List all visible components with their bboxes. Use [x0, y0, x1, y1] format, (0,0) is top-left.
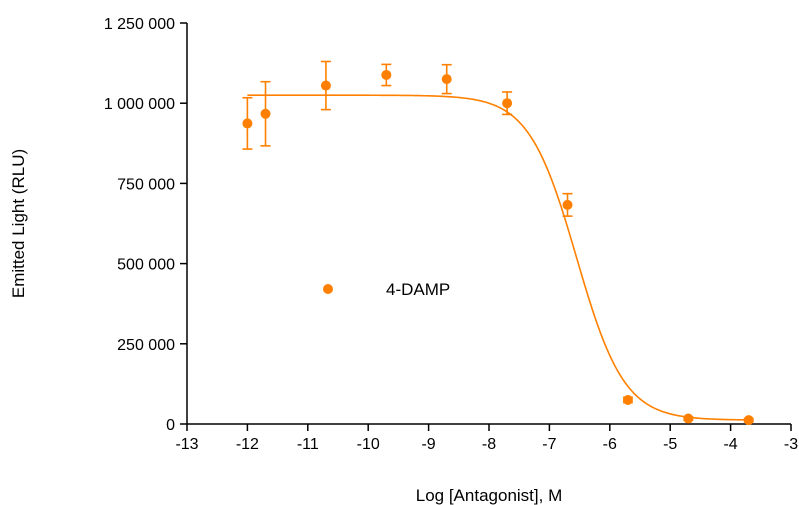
- x-tick-label: -3: [784, 436, 798, 453]
- data-point: [242, 96, 253, 150]
- point-marker: [260, 108, 271, 119]
- points-layer: [242, 60, 754, 426]
- legend-label: 4-DAMP: [386, 280, 450, 299]
- x-tick-label: -10: [357, 436, 380, 453]
- point-marker: [441, 74, 452, 85]
- x-tick-label: -4: [723, 436, 737, 453]
- legend-marker: [323, 284, 333, 294]
- x-ticks: -13 -12 -11 -10 -9 -8 -7 -6 -5 -4 -3: [175, 424, 798, 453]
- point-marker: [320, 80, 331, 91]
- y-tick-label: 250 000: [117, 337, 175, 354]
- data-point: [502, 91, 513, 116]
- x-tick-label: -7: [542, 436, 556, 453]
- data-point: [743, 415, 754, 426]
- x-tick-label: -5: [663, 436, 677, 453]
- data-point: [320, 60, 331, 111]
- x-tick-label: -9: [421, 436, 435, 453]
- y-tick-label: 1 250 000: [104, 16, 175, 33]
- y-tick-label: 1 000 000: [104, 96, 175, 113]
- legend: 4-DAMP: [323, 280, 450, 299]
- x-tick-label: -8: [482, 436, 496, 453]
- fit-layer: [247, 94, 749, 421]
- y-ticks: 0 250 000 500 000 750 000 1 000 000 1 250 000: [104, 16, 187, 434]
- point-marker: [242, 118, 253, 129]
- point-marker: [381, 69, 392, 80]
- x-tick-label: -12: [236, 436, 259, 453]
- y-tick-label: 0: [166, 417, 175, 434]
- x-tick-label: -13: [175, 436, 198, 453]
- axes: -13 -12 -11 -10 -9 -8 -7 -6 -5 -4 -3 0 250 000 500 0…: [104, 16, 798, 453]
- x-tick-label: -11: [297, 436, 319, 453]
- y-tick-label: 500 000: [117, 257, 175, 274]
- y-tick-label: 750 000: [117, 176, 175, 193]
- point-marker: [562, 199, 573, 210]
- data-point: [260, 80, 271, 147]
- point-marker: [502, 98, 513, 109]
- x-axis-title: Log [Antagonist], M: [416, 486, 562, 505]
- data-point: [562, 192, 573, 217]
- point-marker: [622, 394, 633, 405]
- data-point: [683, 413, 694, 424]
- data-point: [381, 63, 392, 87]
- point-marker: [683, 413, 694, 424]
- data-point: [441, 63, 452, 95]
- y-axis-title: Emitted Light (RLU): [9, 149, 28, 298]
- x-tick-label: -6: [603, 436, 617, 453]
- point-marker: [743, 415, 754, 426]
- fit-curve: [247, 94, 749, 421]
- data-point: [622, 394, 633, 405]
